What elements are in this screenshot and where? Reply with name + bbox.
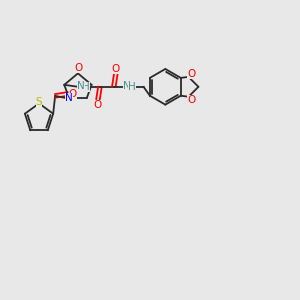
Text: N: N: [77, 81, 85, 91]
Text: N: N: [123, 81, 130, 91]
Text: O: O: [69, 89, 77, 99]
Text: O: O: [188, 69, 196, 79]
Text: O: O: [94, 100, 102, 110]
Text: O: O: [112, 64, 120, 74]
Text: O: O: [75, 63, 83, 74]
Text: S: S: [36, 98, 42, 107]
Text: N: N: [65, 93, 73, 103]
Text: H: H: [128, 82, 136, 92]
Text: O: O: [188, 95, 196, 105]
Text: H: H: [82, 82, 90, 92]
